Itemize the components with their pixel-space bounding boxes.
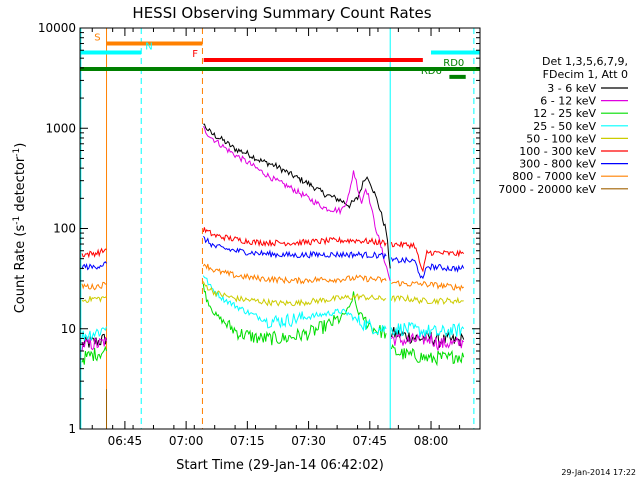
series-line-7-2 (391, 280, 464, 292)
y-tick-label-0: 1 (68, 422, 76, 436)
y-tick-label-1: 10 (61, 322, 76, 336)
y-axis-label: Count Rate (s-1 detector-1) (12, 143, 28, 314)
series-line-2-2 (390, 343, 465, 367)
legend-label-0: 3 - 6 keV (547, 82, 596, 95)
flag-label-1: N (145, 41, 152, 52)
legend-label-1: 6 - 12 keV (540, 95, 596, 108)
x-tick-label-0: 06:45 (108, 434, 143, 448)
legend-header-line-2: FDecim 1, Att 0 (543, 68, 628, 81)
series-line-6-2 (390, 256, 465, 280)
y-tick-label-4: 10000 (38, 21, 76, 35)
legend-label-2: 12 - 25 keV (533, 107, 596, 120)
series-line-6-0 (81, 261, 107, 271)
legend-label-7: 800 - 7000 keV (512, 170, 596, 183)
legend-label-4: 50 - 100 keV (526, 132, 596, 145)
x-axis-label: Start Time (29-Jan-14 06:42:02) (176, 458, 384, 473)
series-0 (81, 123, 465, 348)
series-line-4-0 (81, 296, 107, 303)
legend-label-3: 25 - 50 keV (533, 120, 596, 133)
series-line-1-2 (390, 332, 465, 351)
flag-label-2: F (192, 49, 198, 60)
series-line-5-1 (202, 227, 387, 248)
y-tick-label-2: 100 (53, 222, 76, 236)
series-line-7-1 (202, 263, 387, 285)
series-line-2-0 (81, 345, 107, 365)
series-line-4-1 (202, 281, 387, 307)
series-line-6-1 (202, 235, 387, 260)
series-5 (81, 227, 465, 273)
legend-label-5: 100 - 300 keV (519, 145, 596, 158)
flag-label-5: RD6 (421, 66, 442, 77)
flag-label-0: S (94, 33, 100, 44)
series-2 (81, 283, 465, 367)
y-tick-label-3: 1000 (45, 121, 76, 135)
series-line-3-1 (202, 275, 387, 336)
series-line-5-2 (390, 241, 465, 273)
chart-title: HESSI Observing Summary Count Rates (132, 4, 431, 22)
plot-frame (79, 27, 481, 430)
series-line-2-1 (202, 283, 387, 346)
series-line-1-1 (202, 126, 391, 282)
legend-header-line-1: Det 1,3,5,6,7,9, (542, 55, 628, 68)
series-4 (81, 281, 464, 307)
footer-timestamp: 29-Jan-2014 17:22 (561, 468, 636, 477)
series-line-7-0 (81, 281, 107, 291)
legend-label-6: 300 - 800 keV (519, 158, 596, 171)
x-tick-label-3: 07:30 (291, 434, 326, 448)
x-tick-label-2: 07:15 (230, 434, 265, 448)
x-tick-label-1: 07:00 (169, 434, 204, 448)
legend-label-8: 7000 - 20000 keV (498, 183, 596, 196)
series-line-1-0 (81, 336, 107, 351)
series-line-3-0 (81, 326, 107, 341)
series-line-4-2 (390, 294, 464, 306)
x-tick-label-5: 08:00 (414, 434, 449, 448)
flag-label-4: RD0 (443, 58, 464, 69)
series-1 (81, 126, 465, 351)
series-line-3-2 (390, 322, 465, 338)
x-tick-label-4: 07:45 (352, 434, 387, 448)
series-6 (81, 235, 465, 280)
series-7 (81, 263, 464, 292)
series-line-5-0 (81, 247, 107, 259)
series-3 (81, 275, 465, 341)
series-line-0-1 (203, 123, 391, 269)
